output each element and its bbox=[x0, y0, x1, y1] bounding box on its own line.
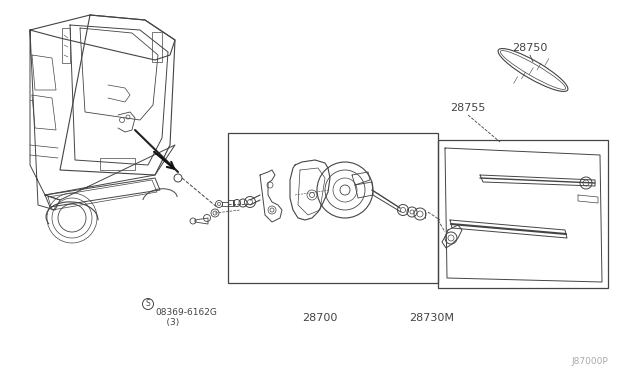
Text: 28730M: 28730M bbox=[410, 313, 454, 323]
Bar bbox=[228, 133, 438, 283]
Text: 28700: 28700 bbox=[302, 313, 338, 323]
Bar bbox=[152, 32, 162, 62]
Bar bbox=[62, 28, 70, 63]
Text: 28750: 28750 bbox=[512, 43, 548, 53]
Bar bbox=[438, 140, 608, 288]
Text: 08369-6162G
    (3): 08369-6162G (3) bbox=[155, 308, 217, 327]
Text: J87000P: J87000P bbox=[572, 357, 608, 366]
Text: S: S bbox=[146, 299, 150, 308]
Bar bbox=[100, 158, 135, 170]
Text: 28755: 28755 bbox=[451, 103, 486, 113]
